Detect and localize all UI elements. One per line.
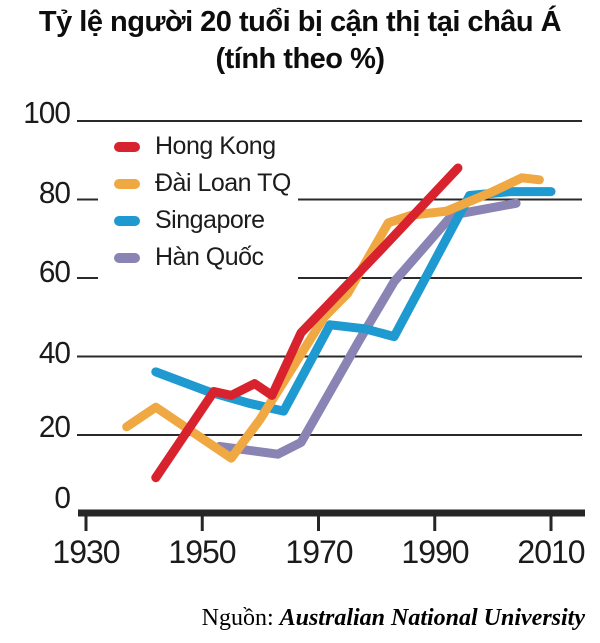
legend-label-han-quoc: Hàn Quốc: [155, 243, 264, 271]
x-axis-ticks: [84, 516, 553, 531]
legend-item-han-quoc: Hàn Quốc: [98, 239, 298, 276]
y-tick-label-20: 20: [38, 409, 71, 444]
x-tick-label-2010: 2010: [517, 534, 585, 570]
chart-title-line1: Tỷ lệ người 20 tuổi bị cận thị tại châu …: [38, 6, 562, 38]
x-tick-label-1970: 1970: [285, 534, 353, 570]
y-tick-label-0: 0: [54, 480, 71, 515]
legend-item-hong-kong: Hong Kong: [98, 128, 298, 165]
x-tick-label-1930: 1930: [52, 534, 120, 570]
y-tick-label-60: 60: [38, 254, 71, 289]
source-note: Nguồn: Australian National University: [202, 605, 585, 632]
chart-title: Tỷ lệ người 20 tuổi bị cận thị tại châu …: [0, 4, 600, 78]
legend-marker-dai-loan-tq-icon: [114, 178, 140, 189]
legend-marker-singapore-icon: [114, 215, 140, 226]
series-line-han-quoc: [215, 198, 521, 459]
legend-marker-hong-kong-icon: [114, 141, 140, 152]
legend-item-singapore: Singapore: [98, 202, 298, 239]
y-tick-label-80: 80: [38, 175, 71, 210]
chart-title-line2: (tính theo %): [215, 43, 385, 75]
legend-label-hong-kong: Hong Kong: [155, 132, 276, 160]
legend-item-dai-loan-tq: Đài Loan TQ: [98, 165, 298, 202]
legend: Hong Kong Đài Loan TQ Singapore Hàn Quốc: [98, 126, 298, 294]
legend-label-singapore: Singapore: [155, 206, 265, 234]
source-label: Nguồn:: [201, 605, 274, 631]
legend-label-dai-loan-tq: Đài Loan TQ: [155, 169, 291, 197]
series-line-hong-kong: [151, 163, 463, 483]
legend-marker-han-quoc-icon: [114, 252, 140, 263]
x-tick-label-1990: 1990: [401, 534, 469, 570]
y-tick-label-40: 40: [38, 335, 71, 370]
x-tick-label-1950: 1950: [168, 534, 236, 570]
x-axis-line: [78, 509, 585, 517]
series-layer: [122, 163, 556, 483]
y-tick-label-100: 100: [23, 95, 71, 130]
source-name: Australian National University: [279, 605, 585, 631]
gridlines: [77, 120, 582, 436]
